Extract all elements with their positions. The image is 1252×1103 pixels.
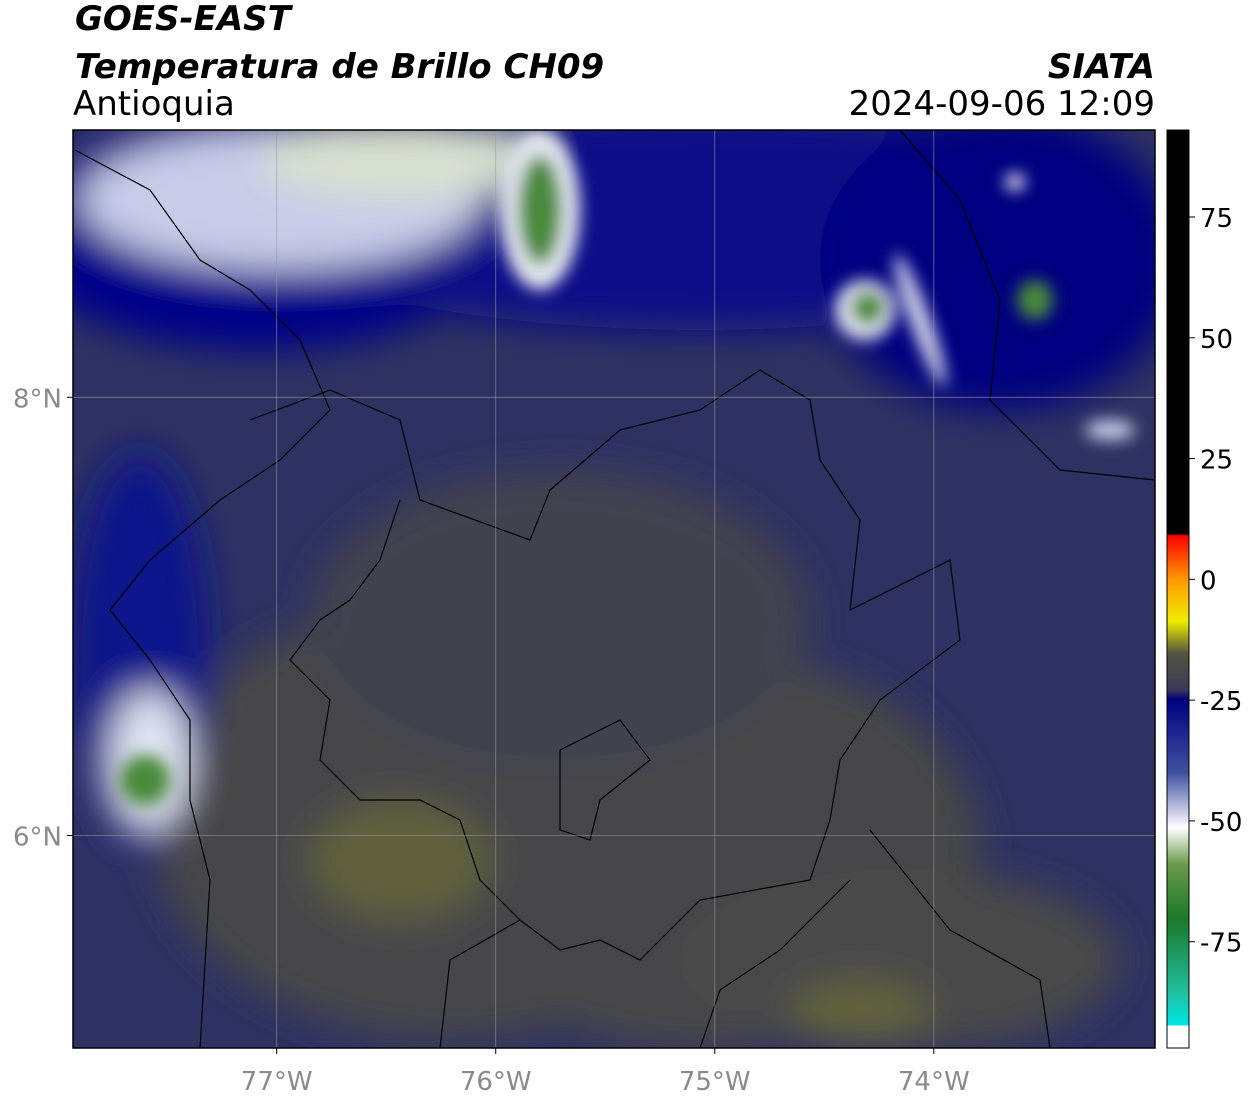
- x-tick-label: 77°W: [241, 1067, 313, 1097]
- colorbar-tick-label: -25: [1200, 687, 1242, 717]
- x-tick-label: 75°W: [679, 1067, 751, 1097]
- x-tick-label: 76°W: [460, 1067, 532, 1097]
- y-tick-label: 6°N: [13, 822, 62, 852]
- satellite-image: [73, 130, 1155, 1048]
- colorbar-tick-label: -50: [1200, 808, 1242, 838]
- subtitle: Temperatura de Brillo CH09: [75, 47, 604, 87]
- map-frame: [72, 129, 1156, 1049]
- y-tick-label: 8°N: [13, 384, 62, 414]
- region: Antioquia: [73, 84, 235, 124]
- datetime: 2024-09-06 12:09: [849, 84, 1155, 124]
- colorbar-tick-label: 25: [1200, 446, 1233, 476]
- source: SIATA: [1048, 47, 1155, 87]
- title: GOES-EAST: [75, 0, 294, 39]
- colorbar-tick-label: -75: [1200, 929, 1242, 959]
- colorbar-tick-label: 50: [1200, 325, 1233, 355]
- colorbar-tick-label: 0: [1200, 566, 1217, 596]
- x-tick-label: 74°W: [898, 1067, 970, 1097]
- colorbar-tick-label: 75: [1200, 204, 1233, 234]
- grid: [73, 130, 1155, 1048]
- colorbar: [1166, 129, 1190, 1049]
